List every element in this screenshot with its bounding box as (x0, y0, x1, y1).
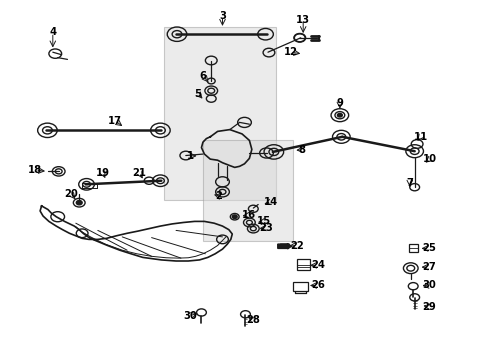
Text: 14: 14 (264, 197, 278, 207)
Text: 9: 9 (336, 98, 343, 108)
Text: 25: 25 (422, 243, 435, 253)
Text: 1: 1 (187, 151, 194, 161)
Text: 28: 28 (246, 315, 260, 325)
Text: 20: 20 (64, 189, 78, 199)
Text: 16: 16 (241, 210, 255, 220)
Text: 24: 24 (310, 260, 324, 270)
Text: 30: 30 (422, 280, 435, 291)
Text: 4: 4 (49, 27, 56, 37)
Text: 21: 21 (132, 168, 146, 178)
Text: 23: 23 (259, 223, 273, 233)
Bar (408, 244, 417, 252)
Text: 6: 6 (199, 71, 206, 81)
Circle shape (76, 201, 82, 205)
Text: 8: 8 (298, 145, 305, 155)
Text: 26: 26 (310, 280, 324, 291)
Bar (297, 259, 309, 270)
FancyArrow shape (277, 243, 291, 249)
Circle shape (232, 215, 237, 219)
Text: 19: 19 (96, 168, 109, 178)
Bar (203, 140, 293, 241)
Text: 13: 13 (296, 15, 309, 25)
Text: 7: 7 (406, 178, 412, 188)
Text: 27: 27 (422, 262, 435, 272)
Text: 11: 11 (412, 132, 427, 142)
Bar (293, 282, 307, 291)
Circle shape (337, 113, 342, 117)
Text: 5: 5 (194, 89, 201, 99)
Text: 18: 18 (28, 165, 42, 175)
Text: 15: 15 (257, 216, 270, 226)
Text: 29: 29 (422, 302, 435, 312)
Text: 17: 17 (108, 116, 122, 126)
Text: 2: 2 (215, 191, 222, 201)
Text: 12: 12 (284, 47, 297, 57)
Text: 22: 22 (290, 240, 304, 251)
Text: 3: 3 (219, 11, 225, 21)
Bar (163, 27, 276, 200)
Text: 10: 10 (422, 154, 435, 165)
Text: 30: 30 (183, 311, 196, 321)
